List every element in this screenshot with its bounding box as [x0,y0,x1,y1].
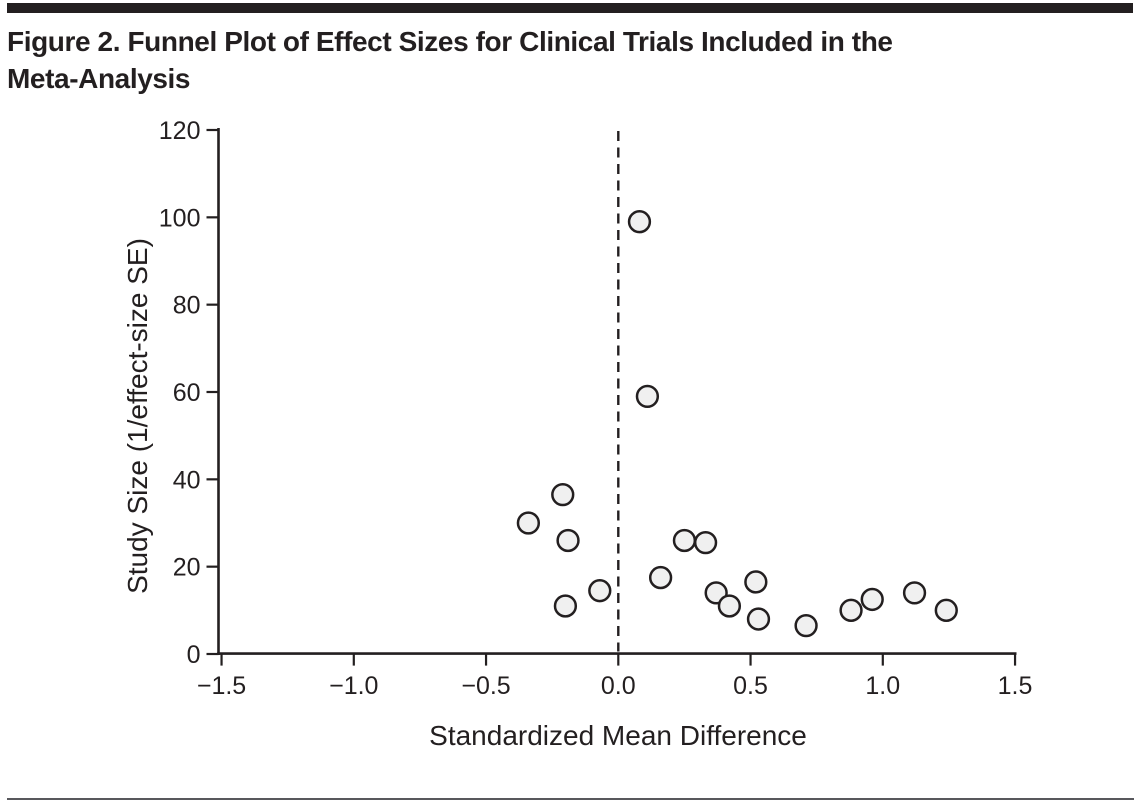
data-point [693,531,718,555]
y-axis-label: Study Size (1/effect-size SE) [122,238,153,594]
y-tick-label: 80 [173,292,201,320]
figure-title-line-1: Figure 2. Funnel Plot of Effect Sizes fo… [7,26,893,57]
bottom-rule [7,798,1134,800]
data-point [551,482,575,507]
data-point [860,587,884,612]
data-point [717,594,742,618]
data-point [635,384,660,409]
plot-axes-and-points: 0 20 40 60 80 100 120 −1.5 −1.0 −0.5 0.0 0.5 1.0 1.5 [159,117,1033,700]
x-tick-label: 0.0 [601,672,636,700]
data-point [934,598,958,622]
y-tick-label: 20 [173,554,201,582]
data-point [902,581,927,605]
data-point [553,594,578,618]
y-tick-label: 0 [187,641,201,669]
data-point [627,210,652,234]
y-tick-label: 60 [173,379,201,407]
x-tick-label: −1.0 [329,672,378,700]
data-point [744,570,768,594]
y-tick-label: 120 [159,117,201,145]
data-point [588,579,612,603]
x-tick-label: −1.5 [197,672,246,700]
data-point [794,613,818,638]
data-point [672,528,697,553]
x-tick-label: 0.5 [733,672,768,700]
x-tick-label: 1.0 [865,672,900,700]
y-tick-label: 40 [173,466,201,494]
data-point [648,565,673,590]
x-axis-label: Standardized Mean Difference [429,720,807,751]
x-tick-label: −0.5 [461,672,510,700]
x-tick-label: 1.5 [998,672,1033,700]
figure-title: Figure 2. Funnel Plot of Effect Sizes fo… [7,23,1107,97]
figure-title-line-2: Meta-Analysis [7,63,191,94]
data-point [556,528,580,553]
y-tick-label: 100 [159,204,201,232]
data-point [746,607,771,631]
data-point [839,598,863,622]
top-rule [7,3,1133,13]
data-point [516,511,541,535]
